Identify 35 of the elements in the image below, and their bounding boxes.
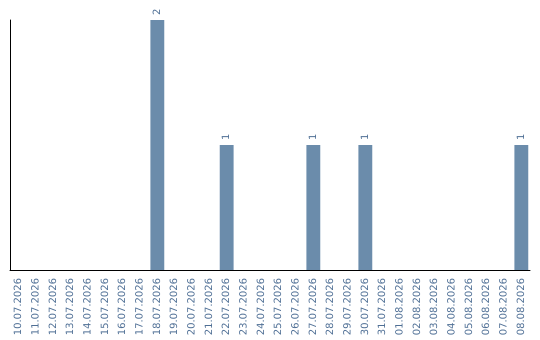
x-tick-label: 30.07.2026 — [360, 278, 371, 336]
x-tick-label: 07.08.2026 — [498, 278, 510, 336]
x-tick-label: 15.07.2026 — [100, 278, 111, 336]
x-tick-label: 13.07.2026 — [65, 278, 76, 336]
x-tick-label: 19.07.2026 — [169, 278, 180, 336]
x-tick-label: 05.08.2026 — [464, 278, 475, 336]
x-tick-label: 28.07.2026 — [325, 278, 336, 336]
x-tick-label: 06.08.2026 — [481, 278, 492, 336]
x-tick-label: 01.08.2026 — [394, 278, 406, 336]
x-tick-label: 29.07.2026 — [342, 278, 354, 336]
x-tick-label: 11.07.2026 — [30, 278, 42, 336]
x-tick-label: 08.08.2026 — [516, 278, 527, 336]
x-tick-label: 16.07.2026 — [117, 278, 128, 336]
x-tick-label: 20.07.2026 — [186, 278, 198, 336]
x-tick-label: 24.07.2026 — [256, 278, 267, 336]
data-label: 2 — [152, 8, 163, 15]
x-tick-label: 02.08.2026 — [412, 278, 423, 336]
x-tick-label: 12.07.2026 — [48, 278, 59, 336]
x-tick-label: 31.07.2026 — [377, 278, 388, 336]
x-tick-label: 10.07.2026 — [13, 278, 24, 336]
x-tick-label: 18.07.2026 — [152, 278, 163, 336]
data-label: 1 — [221, 134, 232, 140]
data-label: 1 — [360, 134, 371, 140]
x-tick-label: 22.07.2026 — [221, 278, 232, 336]
x-tick-label: 26.07.2026 — [290, 278, 302, 336]
x-tick-label: 03.08.2026 — [429, 278, 440, 336]
data-label: 1 — [308, 134, 319, 140]
x-tick-label: 17.07.2026 — [134, 278, 146, 336]
x-tick-label: 04.08.2026 — [446, 278, 458, 336]
x-tick-label: 25.07.2026 — [273, 278, 284, 336]
x-tick-label: 21.07.2026 — [204, 278, 215, 336]
data-label: 1 — [516, 134, 527, 140]
x-tick-label: 14.07.2026 — [82, 278, 94, 336]
x-tick-label: 23.07.2026 — [238, 278, 250, 336]
x-tick-label: 27.07.2026 — [308, 278, 319, 336]
